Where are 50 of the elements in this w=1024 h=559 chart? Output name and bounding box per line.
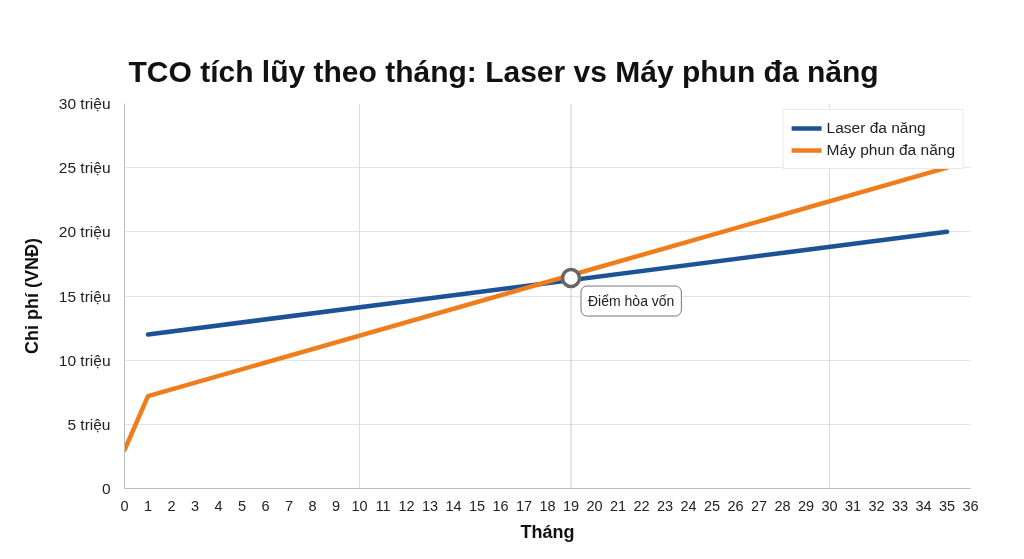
x-tick-label: 2: [167, 497, 176, 514]
y-tick-label: 0: [101, 480, 111, 497]
x-tick-label: 7: [284, 497, 294, 514]
x-tick-label: 0: [120, 497, 129, 514]
x-axis-title: Tháng: [520, 521, 575, 542]
y-tick-label: 10 triệu: [58, 351, 111, 369]
x-tick-label: 34: [915, 497, 932, 514]
x-tick-label: 18: [539, 497, 556, 514]
x-tick-label: 15: [468, 497, 486, 514]
x-tick-label: 10: [351, 497, 368, 514]
legend-label: Laser đa năng: [826, 119, 926, 137]
y-tick-label: 15 triệu: [58, 287, 111, 305]
y-tick-label: 25 triệu: [58, 159, 111, 177]
x-tick-label: 30: [821, 497, 838, 514]
x-tick-label: 6: [261, 497, 270, 514]
x-tick-label: 33: [891, 497, 909, 514]
x-tick-label: 32: [868, 497, 885, 514]
x-tick-label: 9: [331, 497, 341, 514]
y-tick-label: 30 triệu: [58, 95, 111, 112]
x-tick-label: 35: [938, 497, 956, 514]
x-tick-label: 24: [680, 497, 697, 514]
x-tick-label: 11: [375, 497, 391, 514]
x-tick-label: 36: [962, 497, 979, 514]
x-tick-label: 12: [398, 497, 415, 514]
y-tick-label: 5 triệu: [67, 415, 111, 433]
legend-label: Máy phun đa năng: [826, 141, 955, 159]
x-tick-label: 16: [492, 497, 509, 514]
x-tick-label: 19: [562, 497, 580, 514]
annotation: Điểm hòa vốn: [588, 293, 675, 310]
x-tick-label: 8: [308, 497, 317, 514]
x-tick-label: 25: [703, 497, 721, 514]
x-tick-label: 26: [727, 497, 744, 514]
x-tick-label: 28: [774, 497, 791, 514]
x-tick-label: 23: [656, 497, 674, 514]
x-tick-label: 5: [237, 497, 247, 514]
x-tick-label: 31: [844, 497, 862, 514]
x-tick-label: 1: [143, 497, 153, 514]
y-tick-label: 20 triệu: [58, 223, 111, 241]
x-tick-label: 22: [633, 497, 650, 514]
x-tick-label: 13: [421, 497, 439, 514]
x-tick-label: 14: [445, 497, 462, 514]
chart-title: TCO tích lũy theo tháng: Laser vs Máy phun đa năng: [128, 54, 879, 88]
x-tick-label: 21: [609, 497, 627, 514]
x-tick-label: 27: [750, 497, 768, 514]
x-tick-label: 20: [586, 497, 603, 514]
x-tick-label: 3: [190, 497, 200, 514]
x-tick-label: 4: [214, 497, 223, 514]
x-tick-label: 17: [515, 497, 533, 514]
y-axis-title: Chi phí (VNĐ): [21, 238, 42, 354]
x-tick-label: 29: [797, 497, 815, 514]
